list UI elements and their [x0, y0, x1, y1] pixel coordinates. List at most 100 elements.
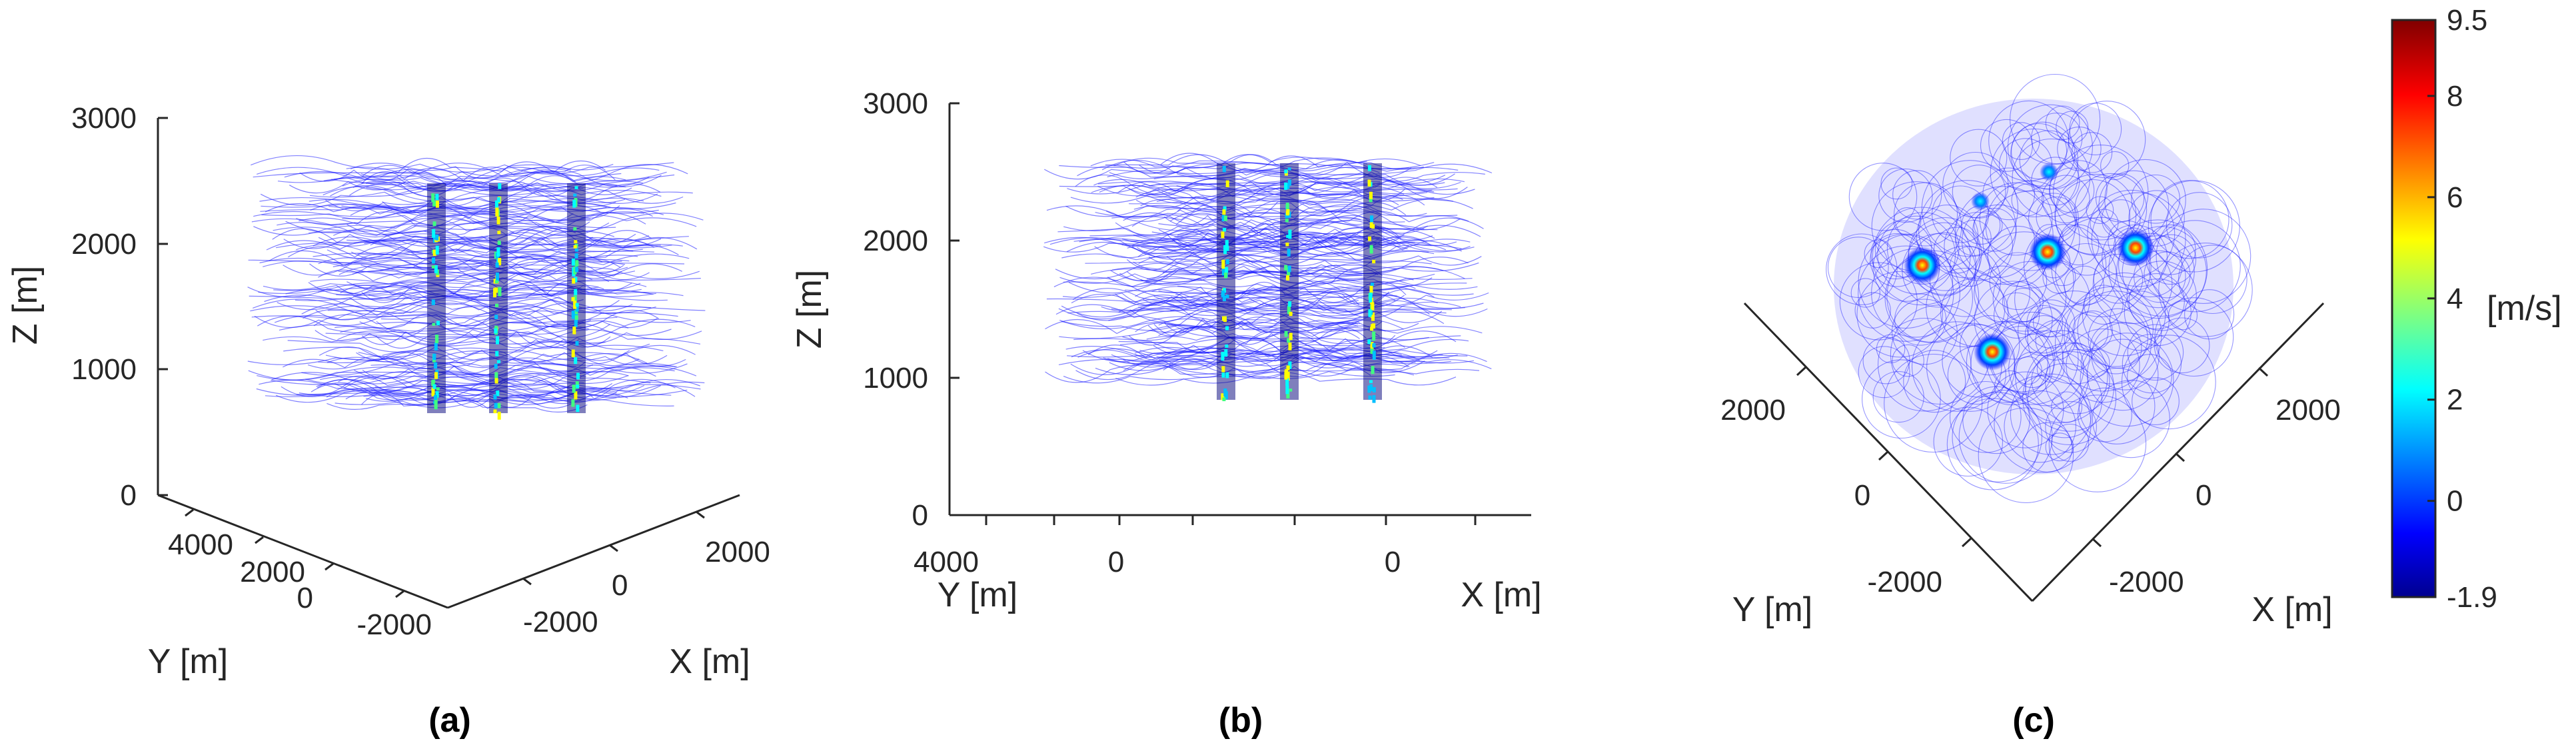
column-speed-mark: [1223, 206, 1227, 211]
column-speed-mark: [436, 274, 440, 277]
trajectory-loop: [2027, 363, 2103, 438]
trajectory-loop: [2154, 317, 2210, 374]
trajectory-loop: [2100, 151, 2130, 181]
trajectory-loop: [1992, 261, 2067, 335]
trajectory-loop: [2121, 335, 2216, 430]
trajectory-loop: [2031, 113, 2083, 165]
trajectory-loop: [2069, 103, 2122, 155]
trajectory-line: [1065, 197, 1473, 217]
trajectory-loop: [2051, 391, 2083, 423]
trajectory-loop: [1942, 324, 2016, 398]
column-speed-mark: [1225, 267, 1229, 273]
trajectory-line: [1128, 177, 1438, 198]
column-speed-mark: [1367, 165, 1371, 171]
column-speed-mark: [1286, 390, 1290, 398]
trajectory-loop: [1949, 246, 1990, 287]
trajectory-loop: [1892, 170, 1942, 220]
trajectory-loop: [2158, 243, 2253, 337]
panel-a-x-tick-2000: 2000: [705, 536, 770, 568]
column-speed-mark: [1370, 215, 1374, 223]
column-speed-mark: [435, 234, 439, 241]
column-speed-mark: [1288, 229, 1292, 239]
panel-a-thermal-columns: [427, 183, 586, 420]
trajectory-loop: [1864, 239, 1893, 269]
trajectory-loop: [2008, 330, 2084, 406]
trajectory-loop: [2066, 329, 2140, 403]
trajectory-line: [1163, 206, 1382, 229]
trajectory-loop: [2054, 179, 2131, 255]
tick-mark: [1796, 366, 1807, 377]
trajectory-loop: [2042, 175, 2090, 224]
column-speed-mark: [573, 245, 577, 249]
column-speed-mark: [432, 257, 436, 264]
column-speed-mark: [495, 303, 499, 308]
panel-c-x-label: X [m]: [2252, 590, 2332, 629]
trajectory-line: [326, 398, 588, 412]
colorbar-label: [m/s]: [2487, 289, 2562, 328]
column-speed-mark: [1225, 295, 1229, 299]
trajectory-loop: [2078, 367, 2156, 444]
trajectory-loop: [2036, 355, 2065, 383]
thermal-center: [1971, 192, 1990, 211]
trajectory-loop: [1918, 180, 2017, 279]
column-speed-mark: [1221, 393, 1225, 400]
column-speed-mark: [1289, 388, 1293, 392]
trajectory-loop: [2148, 180, 2240, 273]
trajectory-loop: [1974, 231, 2074, 332]
trajectory-line: [361, 280, 593, 303]
trajectory-loop: [2012, 138, 2091, 217]
panel-a-y-tick--2000: -2000: [356, 608, 432, 641]
column-speed-mark: [1372, 351, 1376, 360]
trajectory-loop: [2092, 380, 2170, 458]
column-speed-mark: [434, 394, 438, 400]
trajectory-loop: [2091, 322, 2160, 390]
trajectory-line: [1095, 208, 1458, 218]
column-speed-mark: [1369, 295, 1373, 303]
trajectory-loop: [2086, 339, 2159, 411]
column-speed-mark: [1368, 236, 1372, 241]
colorbar-tick-label: 6: [2447, 181, 2463, 214]
trajectory-loop: [1862, 337, 1910, 384]
column-speed-mark: [574, 289, 578, 295]
trajectory-line: [309, 223, 650, 243]
column-speed-mark: [1224, 273, 1228, 279]
trajectory-line: [1130, 231, 1379, 249]
trajectory-line: [1118, 301, 1443, 323]
colorbar-gradient: [2391, 19, 2437, 598]
trajectory-loop: [1944, 211, 2014, 281]
column-speed-mark: [1225, 259, 1229, 265]
panel-c-x-axis: [2031, 302, 2325, 602]
trajectory-line: [303, 307, 618, 324]
trajectory-loop: [2095, 173, 2145, 223]
trajectory-line: [318, 269, 593, 282]
column-speed-mark: [576, 384, 580, 388]
trajectory-line: [1043, 241, 1368, 253]
trajectory-loop: [1878, 168, 1933, 223]
trajectory-loop: [1826, 233, 1898, 305]
trajectory-loop: [2088, 308, 2148, 369]
trajectory-loop: [2022, 351, 2117, 445]
column-speed-mark: [1225, 246, 1229, 251]
trajectory-loop: [1858, 233, 1954, 329]
column-speed-mark: [497, 402, 501, 408]
column-speed-mark: [1285, 369, 1289, 375]
column-speed-mark: [1369, 380, 1373, 383]
trajectory-line: [297, 384, 688, 406]
trajectory-loop: [2108, 219, 2208, 319]
trajectory-line: [254, 305, 576, 329]
trajectory-loop: [2077, 291, 2154, 367]
trajectory-loop: [2154, 297, 2234, 377]
trajectory-loop: [1891, 299, 1958, 365]
trajectory-loop: [2010, 373, 2092, 455]
trajectory-loop: [2178, 245, 2248, 315]
trajectory-line: [273, 223, 576, 238]
panel-b-caption: (b): [1219, 701, 1263, 740]
trajectory-loop: [2134, 250, 2186, 303]
trajectory-loop: [2068, 101, 2146, 179]
column-speed-mark: [572, 384, 576, 393]
column-speed-mark: [1223, 316, 1227, 323]
trajectory-line: [249, 291, 668, 301]
trajectory-loop: [1921, 160, 2019, 257]
column-speed-mark: [435, 193, 439, 201]
column-speed-mark: [1224, 349, 1228, 357]
